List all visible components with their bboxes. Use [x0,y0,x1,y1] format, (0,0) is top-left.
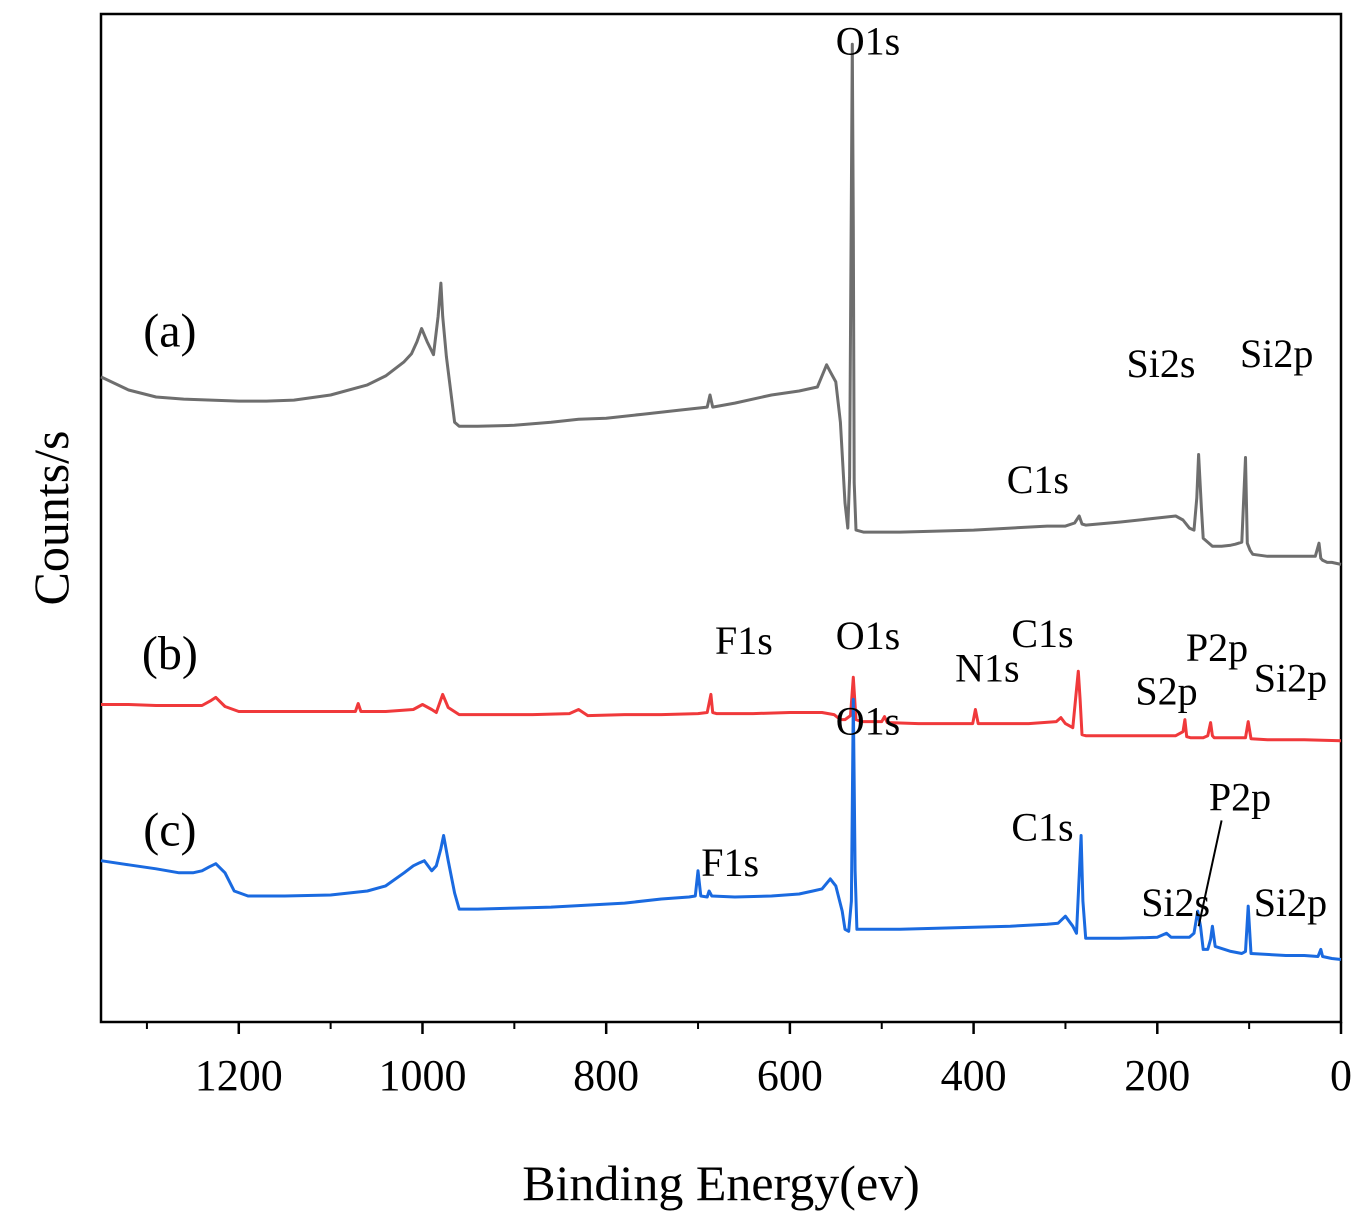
peak-label-s2p: S2p [1135,668,1197,713]
peak-label-o1s: O1s [836,699,900,744]
y-axis-label: Counts/s [23,430,79,605]
x-axis-label: Binding Energy(ev) [522,1155,920,1211]
peak-label-si2s: Si2s [1141,880,1210,925]
series-group [100,42,1342,961]
peak-label-p2p: P2p [1209,774,1271,819]
x-tick-label: 0 [1330,1051,1352,1100]
series-line-a [100,42,1342,566]
peak-label-si2s: Si2s [1127,341,1196,386]
x-tick-label: 1000 [378,1051,466,1100]
peak-label-si2p: Si2p [1254,655,1327,700]
x-tick-label: 200 [1124,1051,1190,1100]
x-tick-label: 600 [757,1051,823,1100]
series-label-a: (a) [143,305,196,358]
peak-label-c1s: C1s [1011,611,1073,656]
series-label-b: (b) [142,627,198,680]
peak-label-o1s: O1s [836,18,900,63]
peak-label-f1s: F1s [715,618,773,663]
peak-label-n1s: N1s [955,645,1019,690]
plot-frame [99,12,1343,1024]
x-axis-ticks: 1200 1000 800 600 400 200 0 [145,1022,1352,1100]
peak-label-p2p: P2p [1186,625,1248,670]
peak-label-si2p: Si2p [1240,331,1313,376]
p2p-leader-line [1197,820,1223,927]
peak-label-f1s: F1s [701,840,759,885]
peak-label-c1s: C1s [1007,457,1069,502]
peak-label-o1s: O1s [836,613,900,658]
x-tick-label: 1200 [195,1051,283,1100]
series-label-c: (c) [143,804,196,857]
peak-label-si2p: Si2p [1254,880,1327,925]
series-line-b [101,669,1342,743]
x-tick-label: 800 [573,1051,639,1100]
series-line-c [100,697,1342,961]
peak-label-c1s: C1s [1011,805,1073,850]
x-tick-label: 400 [941,1051,1007,1100]
